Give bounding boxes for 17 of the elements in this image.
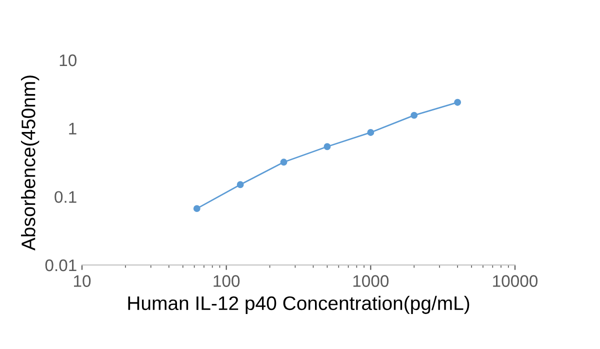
point [280, 158, 288, 166]
y-axis-title: Absorbence(450nm) [21, 76, 40, 251]
x-tick-label: 10000 [493, 275, 538, 287]
y-tick-label: 1 [69, 122, 76, 134]
y-tick-label: 0.1 [54, 191, 76, 203]
point [367, 128, 374, 136]
y-tick-label: 0.01 [45, 259, 76, 272]
point [324, 143, 331, 150]
y-tick-label: 10 [60, 54, 76, 66]
x-tick-label: 10 [74, 275, 91, 287]
point [410, 112, 418, 119]
point [454, 98, 462, 106]
x-tick-label: 1000 [353, 275, 389, 287]
point [193, 205, 200, 212]
x-tick-label: 100 [214, 275, 240, 287]
point [236, 181, 244, 188]
x-axis-title: Human IL-12 p40 Concentration(pg/mL) [128, 296, 470, 314]
